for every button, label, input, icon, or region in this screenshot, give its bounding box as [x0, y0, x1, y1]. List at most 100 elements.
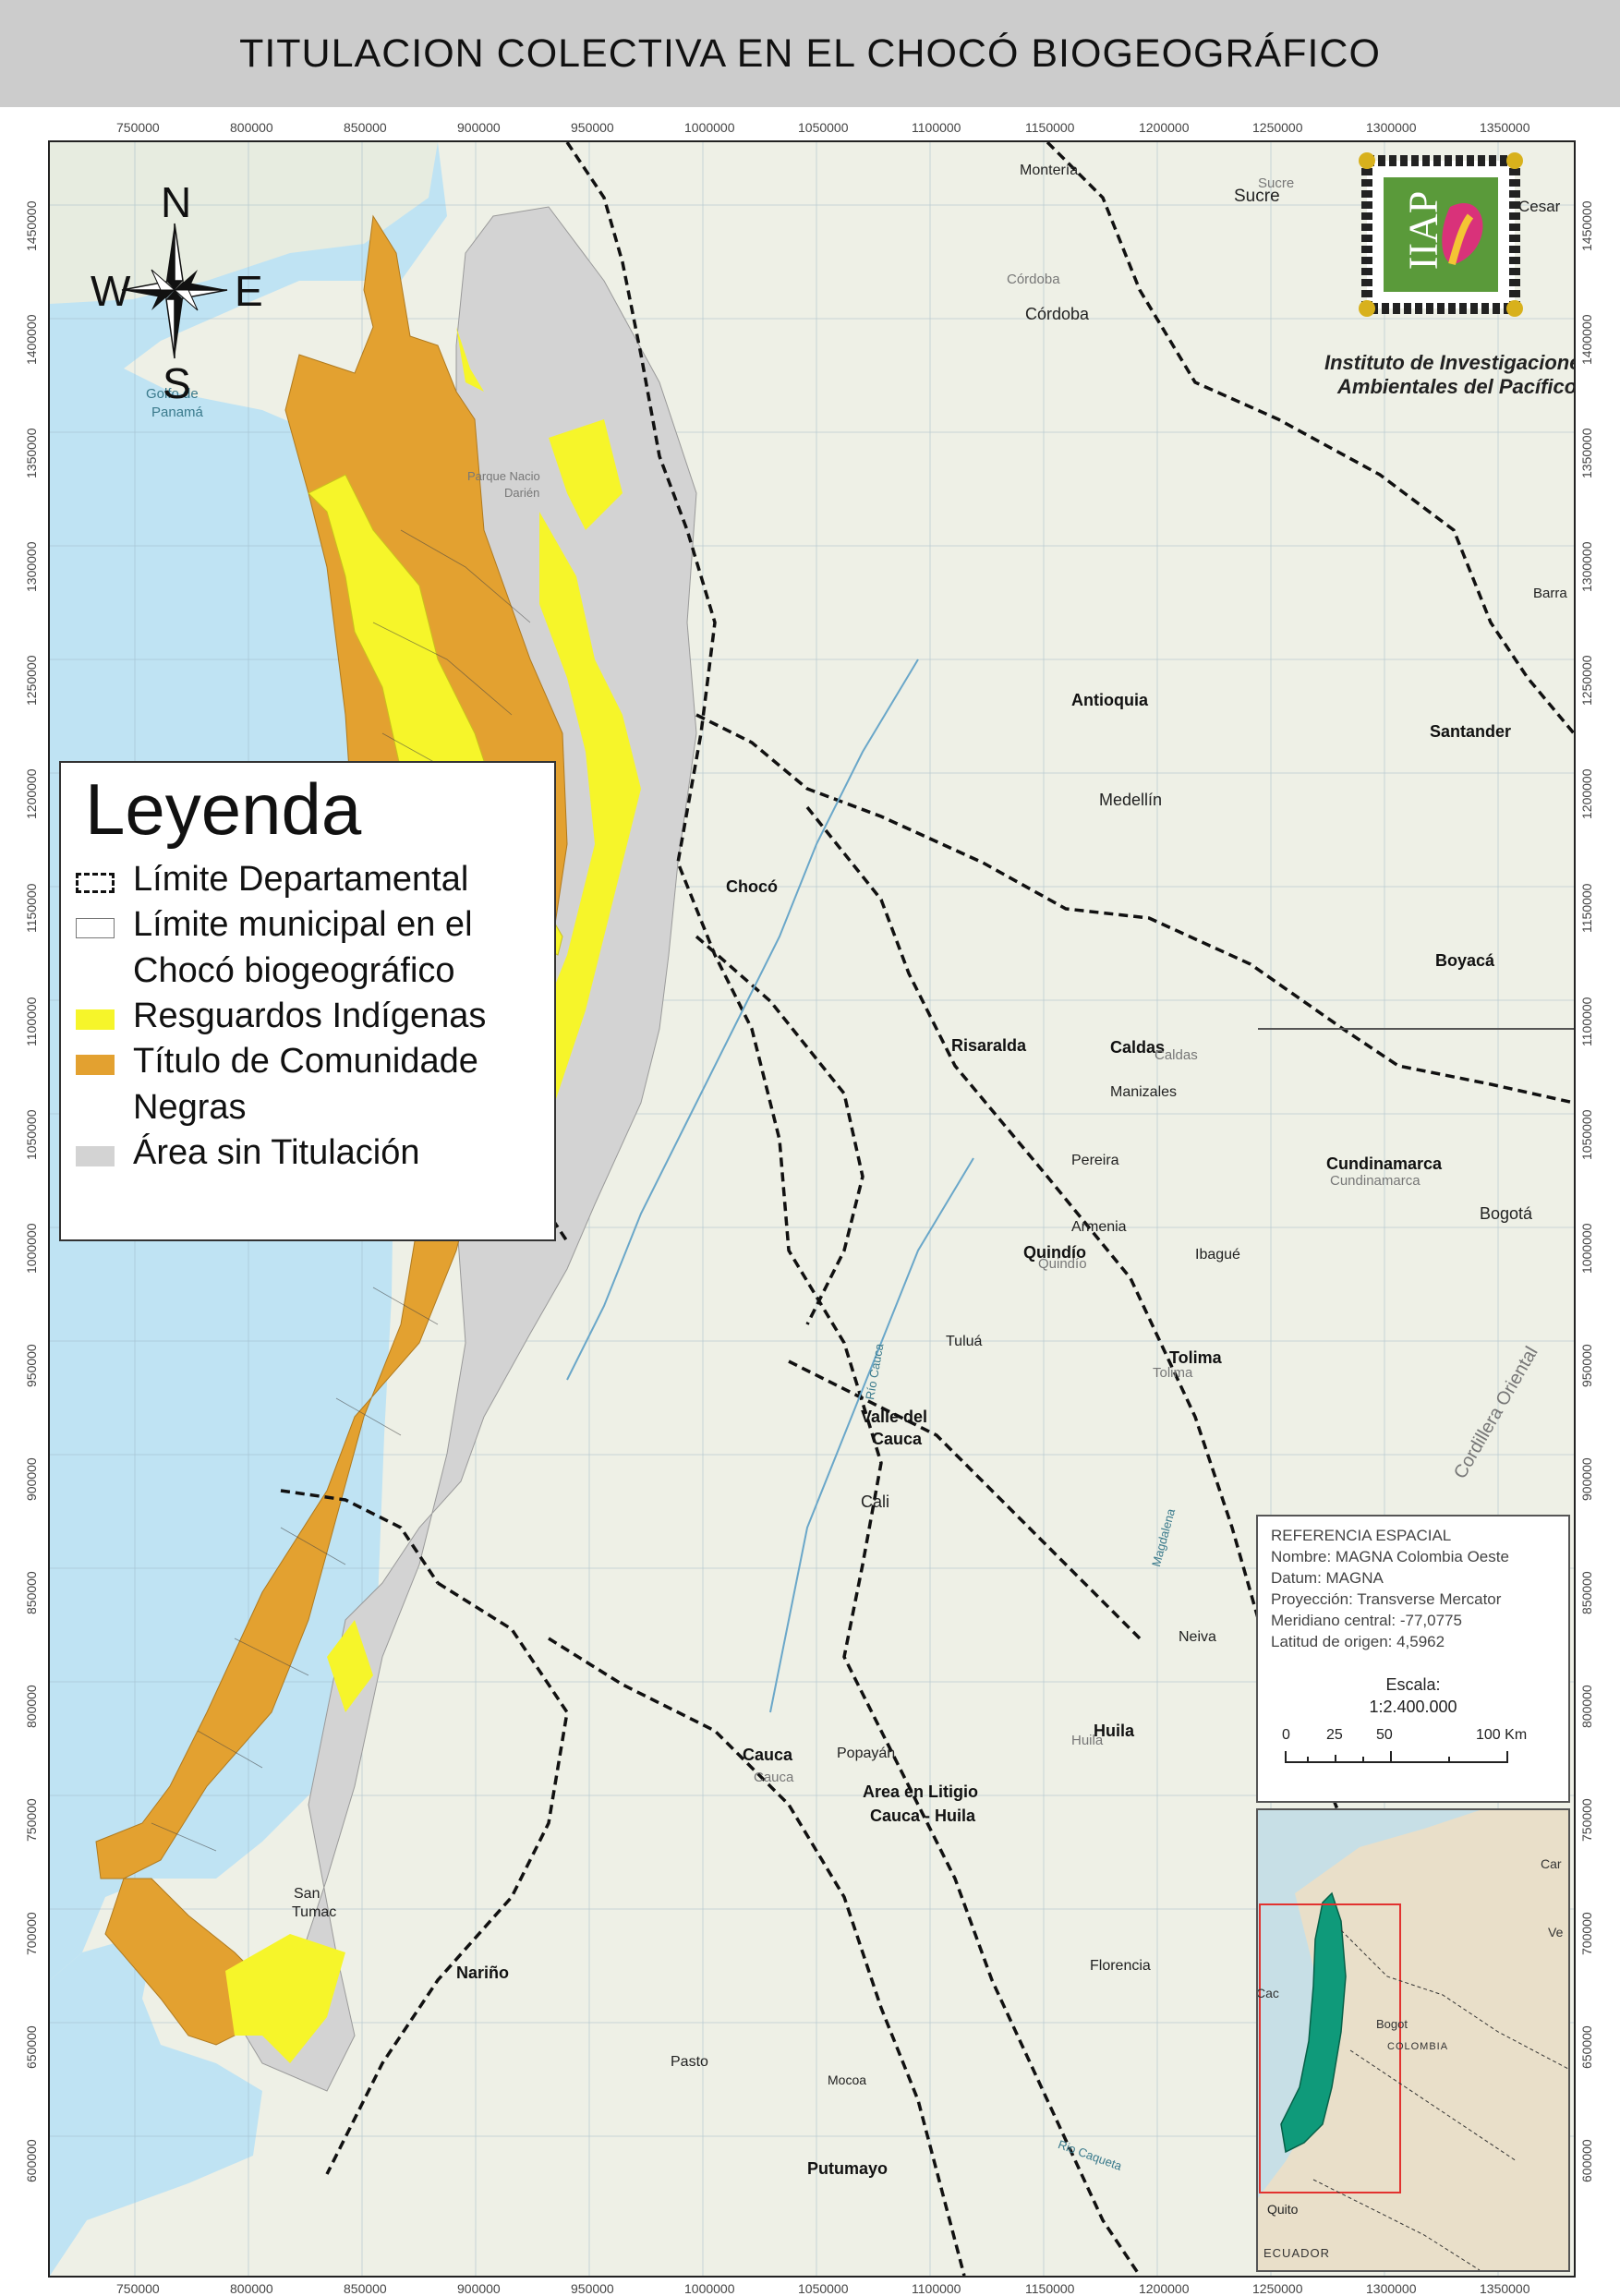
place-mocoa: Mocoa — [828, 2072, 867, 2087]
panama-coast — [50, 142, 438, 304]
x-coord-label: 1150000 — [1025, 2281, 1075, 2296]
y-coord-label: 1250000 — [1579, 655, 1594, 706]
place-cundinamarca: Cundinamarca — [1326, 1154, 1443, 1173]
y-coord-label: 750000 — [1579, 1798, 1594, 1842]
y-coord-label: 1000000 — [24, 1223, 39, 1274]
y-coord-label: 650000 — [1579, 2025, 1594, 2069]
x-coord-label: 1200000 — [1139, 2281, 1190, 2296]
legend: Leyenda Límite Departamental Límite muni… — [59, 761, 556, 1241]
legend-item-black-communities: Título de Comunidade Negras — [76, 1039, 539, 1130]
legend-item-label: Área sin Titulación — [133, 1133, 420, 1173]
x-coord-label: 850000 — [344, 120, 387, 135]
place-caldas-grey: Caldas — [1155, 1047, 1198, 1063]
x-coord-label: 900000 — [457, 120, 501, 135]
x-coord-label: 800000 — [230, 2281, 273, 2296]
x-coord-label: 1300000 — [1366, 120, 1417, 135]
place-antioquia: Antioquia — [1071, 691, 1148, 709]
ref-projection: Proyección: Transverse Mercator — [1271, 1589, 1502, 1608]
x-coord-label: 1250000 — [1252, 120, 1303, 135]
place-pasto: Pasto — [671, 2054, 708, 2070]
scale-tick-0: 0 — [1282, 1727, 1290, 1744]
x-coord-label: 1150000 — [1025, 120, 1075, 135]
x-coord-label: 1100000 — [912, 120, 961, 135]
y-coord-label: 800000 — [1579, 1685, 1594, 1728]
x-coord-label: 750000 — [116, 120, 160, 135]
sea-south — [50, 1943, 262, 2276]
y-coord-label: 900000 — [1579, 1457, 1594, 1501]
compass-rose: N S W E — [91, 177, 263, 407]
place-barra: Barra — [1533, 586, 1567, 601]
place-caldas: Caldas — [1110, 1038, 1166, 1057]
place-ibague: Ibagué — [1195, 1247, 1240, 1263]
place-armenia: Armenia — [1071, 1219, 1127, 1235]
river-cauca — [566, 659, 919, 1381]
place-parque-1: Parque Nacio — [467, 469, 540, 483]
y-coord-label: 950000 — [24, 1344, 39, 1387]
y-coord-label: 1000000 — [1579, 1223, 1594, 1274]
place-bogota: Bogotá — [1480, 1204, 1533, 1223]
river-magdalena — [769, 1157, 974, 1713]
scale-bar-graphic — [1285, 1751, 1508, 1764]
yellow-swatch — [76, 1009, 115, 1031]
place-valle-2: Cauca — [872, 1430, 923, 1448]
place-litigio-2: Cauca - Huila — [870, 1807, 976, 1825]
white-box-swatch — [76, 918, 115, 939]
place-tulua: Tuluá — [946, 1334, 983, 1349]
indigenous-reserves-south — [225, 1620, 373, 2063]
place-manizales: Manizales — [1110, 1084, 1178, 1100]
inset-study-area-box — [1259, 1903, 1401, 2193]
compass-e: E — [235, 267, 263, 315]
compass-w: W — [91, 267, 131, 315]
inset-ve: Ve — [1548, 1925, 1564, 1940]
y-coord-label: 950000 — [1579, 1344, 1594, 1387]
iiap-logo-icon — [1359, 152, 1523, 317]
x-coord-label: 950000 — [571, 120, 614, 135]
legend-item-label: Título de Comunidade — [133, 1042, 478, 1082]
legend-item-label: Resguardos Indígenas — [133, 997, 487, 1036]
place-huila-grey: Huila — [1071, 1733, 1104, 1748]
scale-value: 1:2.400.000 — [1369, 1697, 1457, 1716]
dashed-line-swatch — [76, 872, 115, 893]
y-coord-label: 1100000 — [24, 997, 39, 1046]
scale-tick-100: 100 Km — [1476, 1727, 1528, 1744]
y-coord-label: 1200000 — [1579, 768, 1594, 819]
y-coord-label: 1450000 — [1579, 200, 1594, 251]
place-cordoba: Córdoba — [1025, 305, 1090, 323]
ref-heading: REFERENCIA ESPACIAL — [1271, 1527, 1452, 1544]
x-coord-label: 1300000 — [1366, 2281, 1417, 2296]
y-coord-label: 700000 — [1579, 1912, 1594, 1955]
place-cauca: Cauca — [743, 1746, 793, 1764]
inset-land — [1258, 1810, 1568, 2270]
inset-car: Car — [1541, 1856, 1562, 1871]
legend-item-label: Límite Departamental — [133, 859, 469, 899]
compass-n: N — [161, 178, 192, 226]
place-valle-1: Valle del — [861, 1408, 928, 1426]
y-coord-label: 1300000 — [24, 541, 39, 592]
y-coord-label: 1400000 — [1579, 314, 1594, 365]
place-san: San — [294, 1886, 320, 1902]
place-cali: Cali — [861, 1492, 890, 1511]
ref-latitude: Latitud de origen: 4,5962 — [1271, 1632, 1445, 1650]
inset-ecuador: ECUADOR — [1263, 2246, 1331, 2260]
y-coord-label: 850000 — [1579, 1571, 1594, 1614]
place-pereira: Pereira — [1071, 1153, 1119, 1168]
y-coord-label: 1050000 — [1579, 1109, 1594, 1160]
legend-item-untitled: Área sin Titulación — [76, 1130, 539, 1176]
place-cesar: Cesar — [1518, 198, 1561, 215]
place-huila: Huila — [1094, 1722, 1135, 1740]
x-coord-label: 1000000 — [684, 2281, 735, 2296]
x-coord-label: 1000000 — [684, 120, 735, 135]
place-cauca-grey: Cauca — [754, 1770, 794, 1785]
place-neiva: Neiva — [1179, 1629, 1216, 1645]
legend-item-municipal-boundary: Límite municipal en el Chocó biogeográfic… — [76, 902, 539, 994]
legend-item-department-boundary: Límite Departamental — [76, 857, 539, 902]
place-parque-2: Darién — [504, 486, 540, 500]
x-coord-label: 1050000 — [798, 120, 849, 135]
y-coord-label: 1200000 — [24, 768, 39, 819]
place-cordoba-grey: Córdoba — [1007, 272, 1060, 287]
scale-tick-50: 50 — [1376, 1727, 1393, 1744]
spatial-reference-box: REFERENCIA ESPACIAL Nombre: MAGNA Colomb… — [1256, 1515, 1570, 1803]
orange-swatch — [76, 1055, 115, 1076]
place-cundinamarca-grey: Cundinamarca — [1330, 1173, 1421, 1189]
place-monteria: Montería — [1020, 163, 1079, 178]
